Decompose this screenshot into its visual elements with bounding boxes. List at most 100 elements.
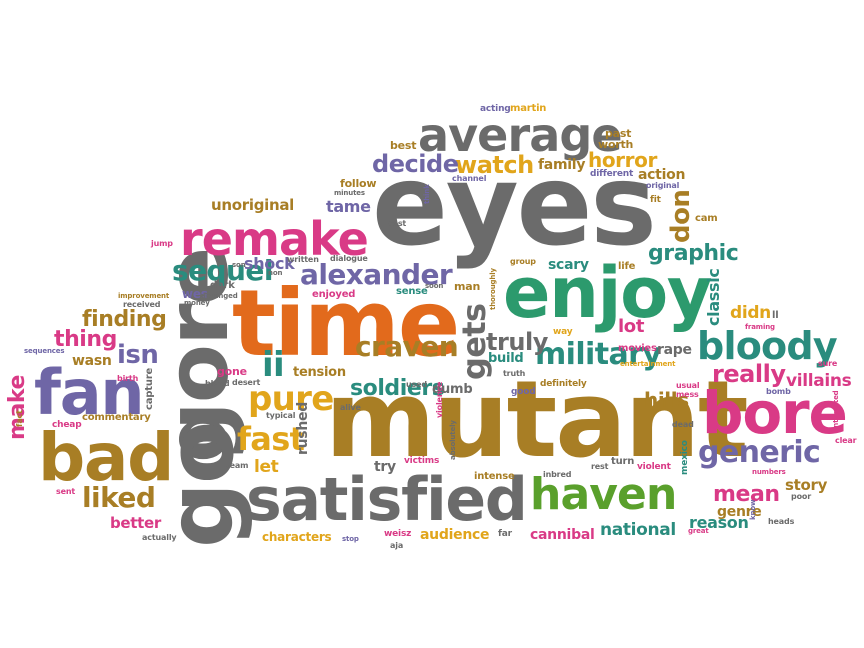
word-tame: tame: [326, 197, 371, 216]
word-far: far: [498, 529, 512, 539]
word-stop: stop: [342, 535, 359, 543]
word-team: team: [226, 461, 249, 470]
word-better: better: [110, 514, 162, 532]
word-unoriginal: unoriginal: [211, 196, 295, 214]
word-different: different: [590, 169, 634, 179]
word-mess: mess: [676, 390, 699, 399]
word-dialogue: dialogue: [330, 254, 368, 263]
word-life: life: [618, 261, 636, 272]
word-don: don: [666, 189, 696, 243]
word-son: son: [232, 261, 246, 269]
word-sent: sent: [56, 487, 76, 496]
word-rape: rape: [657, 342, 692, 358]
word-weisz: weisz: [384, 529, 412, 539]
word-fast: fast: [237, 420, 305, 458]
word-man: man: [454, 280, 481, 293]
word-past: past: [605, 127, 632, 140]
word-mexico: mexico: [680, 440, 690, 475]
word-capture: capture: [144, 367, 155, 410]
word-shock: shock: [244, 254, 295, 273]
word-think: think: [423, 184, 431, 204]
word-great: great: [688, 527, 709, 535]
word-craven: craven: [355, 330, 459, 363]
word-hills: hills: [644, 388, 689, 412]
word-decide: decide: [372, 150, 459, 178]
word-heads: heads: [768, 517, 795, 526]
word-interested: interested: [832, 390, 840, 430]
word-jump: jump: [151, 239, 173, 248]
word-enjoy: enjoy: [503, 252, 712, 334]
word-action: action: [638, 167, 686, 183]
word-story: story: [785, 476, 828, 494]
word-bloody: bloody: [697, 324, 838, 368]
word-actually: actually: [142, 533, 177, 542]
word-time: time: [232, 270, 460, 377]
word-sequences: sequences: [24, 347, 65, 355]
word-really: really: [712, 360, 786, 388]
word-horror: horror: [588, 148, 657, 172]
word-non: non: [268, 269, 283, 277]
word-ll: ll: [772, 310, 779, 321]
word-sequel: sequel: [172, 254, 273, 287]
word-didn: didn: [730, 303, 771, 323]
word-eyes: eyes: [372, 141, 657, 271]
word-birth: birth: [117, 374, 139, 383]
word-improvement: improvement: [118, 292, 170, 300]
word-average: average: [418, 108, 623, 162]
word-martin: martin: [510, 103, 547, 114]
word-satisfied: satisfied: [246, 465, 528, 535]
word-commentary: commentary: [82, 412, 151, 423]
word-received: received: [123, 300, 161, 309]
word-alexander: alexander: [300, 258, 453, 291]
word-money: money: [184, 299, 210, 307]
word-thoroughly: thoroughly: [489, 268, 497, 310]
word-liked: liked: [82, 481, 156, 514]
word-clear: clear: [835, 436, 857, 445]
word-violent: violent: [637, 462, 671, 472]
word-genre: genre: [717, 504, 762, 520]
word-haven: haven: [530, 469, 677, 520]
word-generic: generic: [698, 435, 821, 470]
word-truly: truly: [486, 328, 548, 356]
word-written: written: [287, 255, 319, 264]
word-classic: classic: [704, 268, 723, 326]
word-characters: characters: [262, 530, 332, 544]
word-minutes: minutes: [334, 189, 365, 197]
word-movies: movies: [618, 343, 657, 354]
word-fan: fan: [34, 356, 144, 429]
word-framing: framing: [745, 323, 775, 331]
word-ii: ii: [262, 345, 285, 385]
word-go: go: [147, 422, 254, 548]
word-channel: channel: [452, 174, 487, 183]
word-usual: usual: [676, 381, 700, 390]
word-dark: dark: [210, 280, 235, 291]
word-bomb: bomb: [766, 387, 791, 396]
word-sure: sure: [818, 359, 838, 368]
word-violence: violence: [435, 381, 444, 418]
word-wasn: wasn: [72, 353, 112, 369]
word-original: original: [646, 181, 680, 190]
word-soldiers: soldiers: [350, 376, 445, 401]
word-mean: mean: [713, 482, 780, 507]
word-mutant: mutant: [325, 358, 749, 481]
word-rest: rest: [591, 462, 609, 471]
word-victims: victims: [404, 456, 440, 466]
word-inbred: inbred: [543, 470, 572, 479]
word-wes: wes: [182, 287, 208, 301]
word-blood: blood: [205, 379, 230, 388]
word-make: make: [5, 375, 30, 440]
word-numbers: numbers: [752, 468, 786, 476]
word-used: used: [406, 380, 427, 389]
word-pure: pure: [248, 379, 334, 419]
word-cast: cast: [388, 219, 407, 228]
word-fit: fit: [650, 195, 661, 205]
word-finding: finding: [82, 307, 167, 332]
word-isn: isn: [117, 340, 159, 370]
word-tension: tension: [293, 365, 346, 380]
word-fact: fact: [15, 410, 24, 427]
word-watch: watch: [455, 151, 534, 179]
word-sense: sense: [396, 286, 428, 297]
word-try: try: [374, 459, 396, 475]
word-family: family: [538, 157, 586, 173]
